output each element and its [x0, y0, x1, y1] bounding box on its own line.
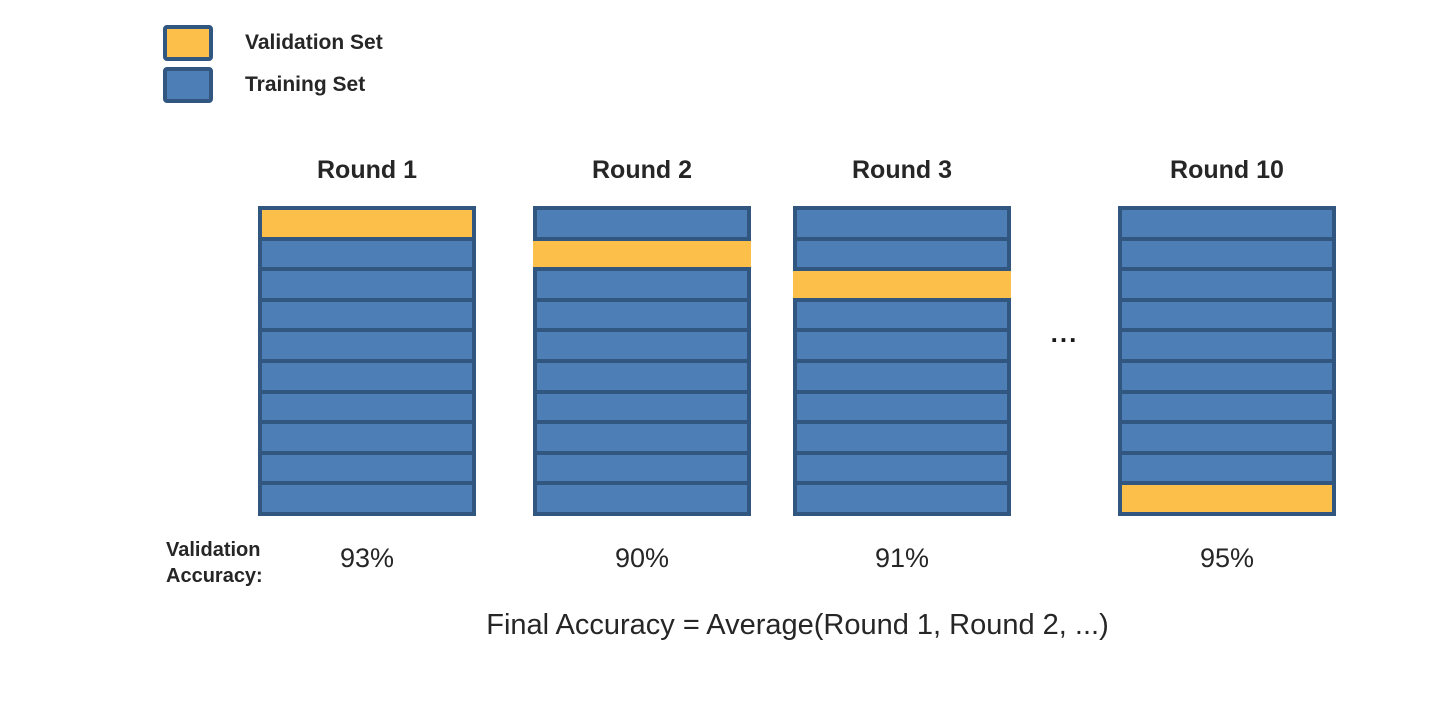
final-accuracy-formula: Final Accuracy = Average(Round 1, Round … — [486, 609, 1109, 641]
validation-fold — [793, 271, 1011, 298]
training-fold — [1122, 301, 1332, 329]
round-title: Round 1 — [317, 156, 417, 184]
training-fold — [537, 332, 747, 359]
training-fold — [797, 424, 1007, 451]
training-fold — [537, 210, 747, 237]
legend: Validation Set Training Set — [163, 25, 383, 109]
validation-set-swatch — [163, 25, 213, 61]
training-fold — [537, 424, 747, 451]
training-fold — [537, 454, 747, 482]
round-column — [258, 206, 476, 516]
validation-accuracy-value: 91% — [874, 543, 930, 573]
validation-accuracy-value: 95% — [1199, 543, 1255, 573]
training-fold — [797, 332, 1007, 359]
validation-fold — [1122, 485, 1332, 512]
training-fold — [262, 424, 472, 451]
training-fold — [797, 485, 1007, 512]
validation-fold — [262, 210, 472, 237]
validation-accuracy-value: 93% — [339, 543, 395, 573]
training-fold — [262, 485, 472, 512]
training-fold — [797, 454, 1007, 482]
training-fold — [797, 240, 1007, 268]
training-fold — [797, 362, 1007, 390]
training-fold — [262, 393, 472, 421]
training-fold — [262, 301, 472, 329]
training-fold — [1122, 454, 1332, 482]
training-fold — [262, 362, 472, 390]
validation-accuracy-caption: Validation Accuracy: — [166, 539, 263, 587]
training-fold — [262, 332, 472, 359]
round-title: Round 2 — [592, 156, 692, 184]
legend-label: Training Set — [245, 73, 366, 96]
training-fold — [537, 301, 747, 329]
round-column — [793, 206, 1011, 516]
training-fold — [262, 240, 472, 268]
training-fold — [1122, 362, 1332, 390]
training-fold — [797, 301, 1007, 329]
training-fold — [1122, 332, 1332, 359]
training-fold — [537, 485, 747, 512]
round-title: Round 10 — [1170, 156, 1284, 184]
training-set-swatch — [163, 67, 213, 103]
validation-fold — [533, 240, 751, 268]
legend-label: Validation Set — [245, 31, 383, 54]
legend-item-validation-set: Validation Set — [163, 25, 383, 61]
training-fold — [1122, 240, 1332, 268]
training-fold — [537, 362, 747, 390]
training-fold — [797, 393, 1007, 421]
training-fold — [262, 271, 472, 298]
training-fold — [1122, 393, 1332, 421]
legend-item-training-set: Training Set — [163, 67, 383, 103]
round-title: Round 3 — [852, 156, 952, 184]
training-fold — [1122, 210, 1332, 237]
ellipsis-between-rounds: ... — [1050, 318, 1079, 348]
round-column — [1118, 206, 1336, 516]
training-fold — [262, 454, 472, 482]
training-fold — [1122, 424, 1332, 451]
training-fold — [797, 210, 1007, 237]
training-fold — [1122, 271, 1332, 298]
validation-accuracy-value: 90% — [614, 543, 670, 573]
training-fold — [537, 393, 747, 421]
training-fold — [537, 271, 747, 298]
round-column — [533, 206, 751, 516]
